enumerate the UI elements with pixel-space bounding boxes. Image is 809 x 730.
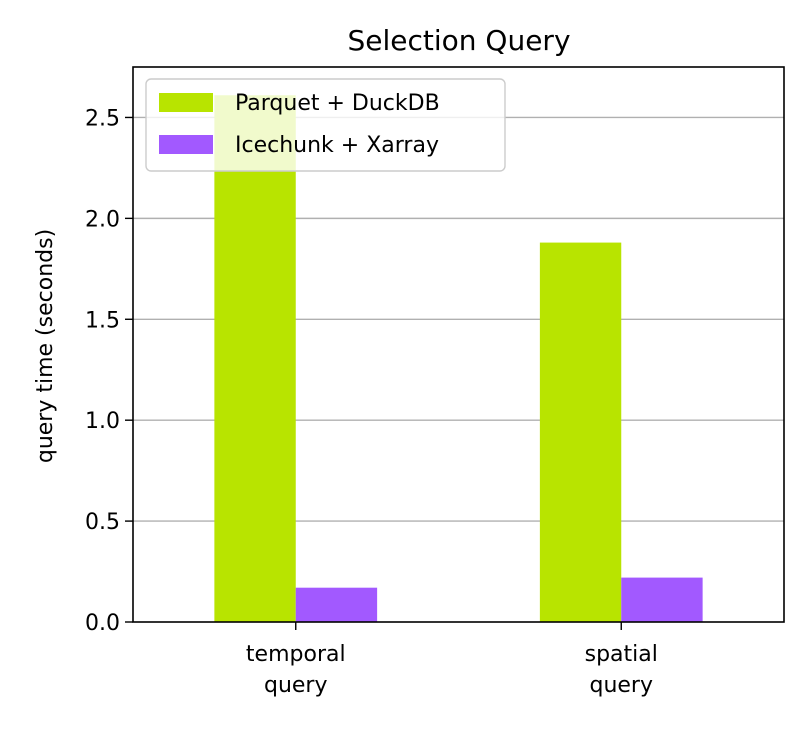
x-tick-label: query — [589, 673, 653, 698]
y-axis-ticks: 0.0 0.5 1.0 1.5 2.0 2.5 — [85, 106, 133, 636]
bar — [539, 242, 622, 622]
bars — [214, 95, 703, 623]
legend: Parquet + DuckDB Icechunk + Xarray — [145, 78, 506, 172]
legend-swatch — [159, 93, 213, 112]
x-axis-ticks: temporal query spatial query — [246, 622, 658, 698]
y-tick-label: 0.5 — [85, 510, 120, 535]
legend-label: Parquet + DuckDB — [235, 91, 440, 116]
bar — [295, 587, 378, 622]
y-tick-label: 0.0 — [85, 611, 120, 636]
bar — [214, 95, 296, 623]
plot-frame — [132, 66, 785, 623]
x-tick-label: temporal — [246, 642, 346, 667]
legend-box — [145, 78, 506, 172]
x-tick-label: spatial — [585, 642, 658, 667]
legend-label: Icechunk + Xarray — [235, 133, 439, 158]
y-tick-label: 1.0 — [85, 409, 120, 434]
y-axis-label: query time (seconds) — [33, 229, 58, 463]
y-tick-label: 1.5 — [85, 308, 120, 333]
chart-title: Selection Query — [347, 24, 570, 57]
legend-swatch — [159, 135, 213, 154]
y-tick-label: 2.0 — [85, 207, 120, 232]
x-tick-label: query — [264, 673, 328, 698]
bar — [621, 577, 703, 622]
y-tick-label: 2.5 — [85, 106, 120, 131]
